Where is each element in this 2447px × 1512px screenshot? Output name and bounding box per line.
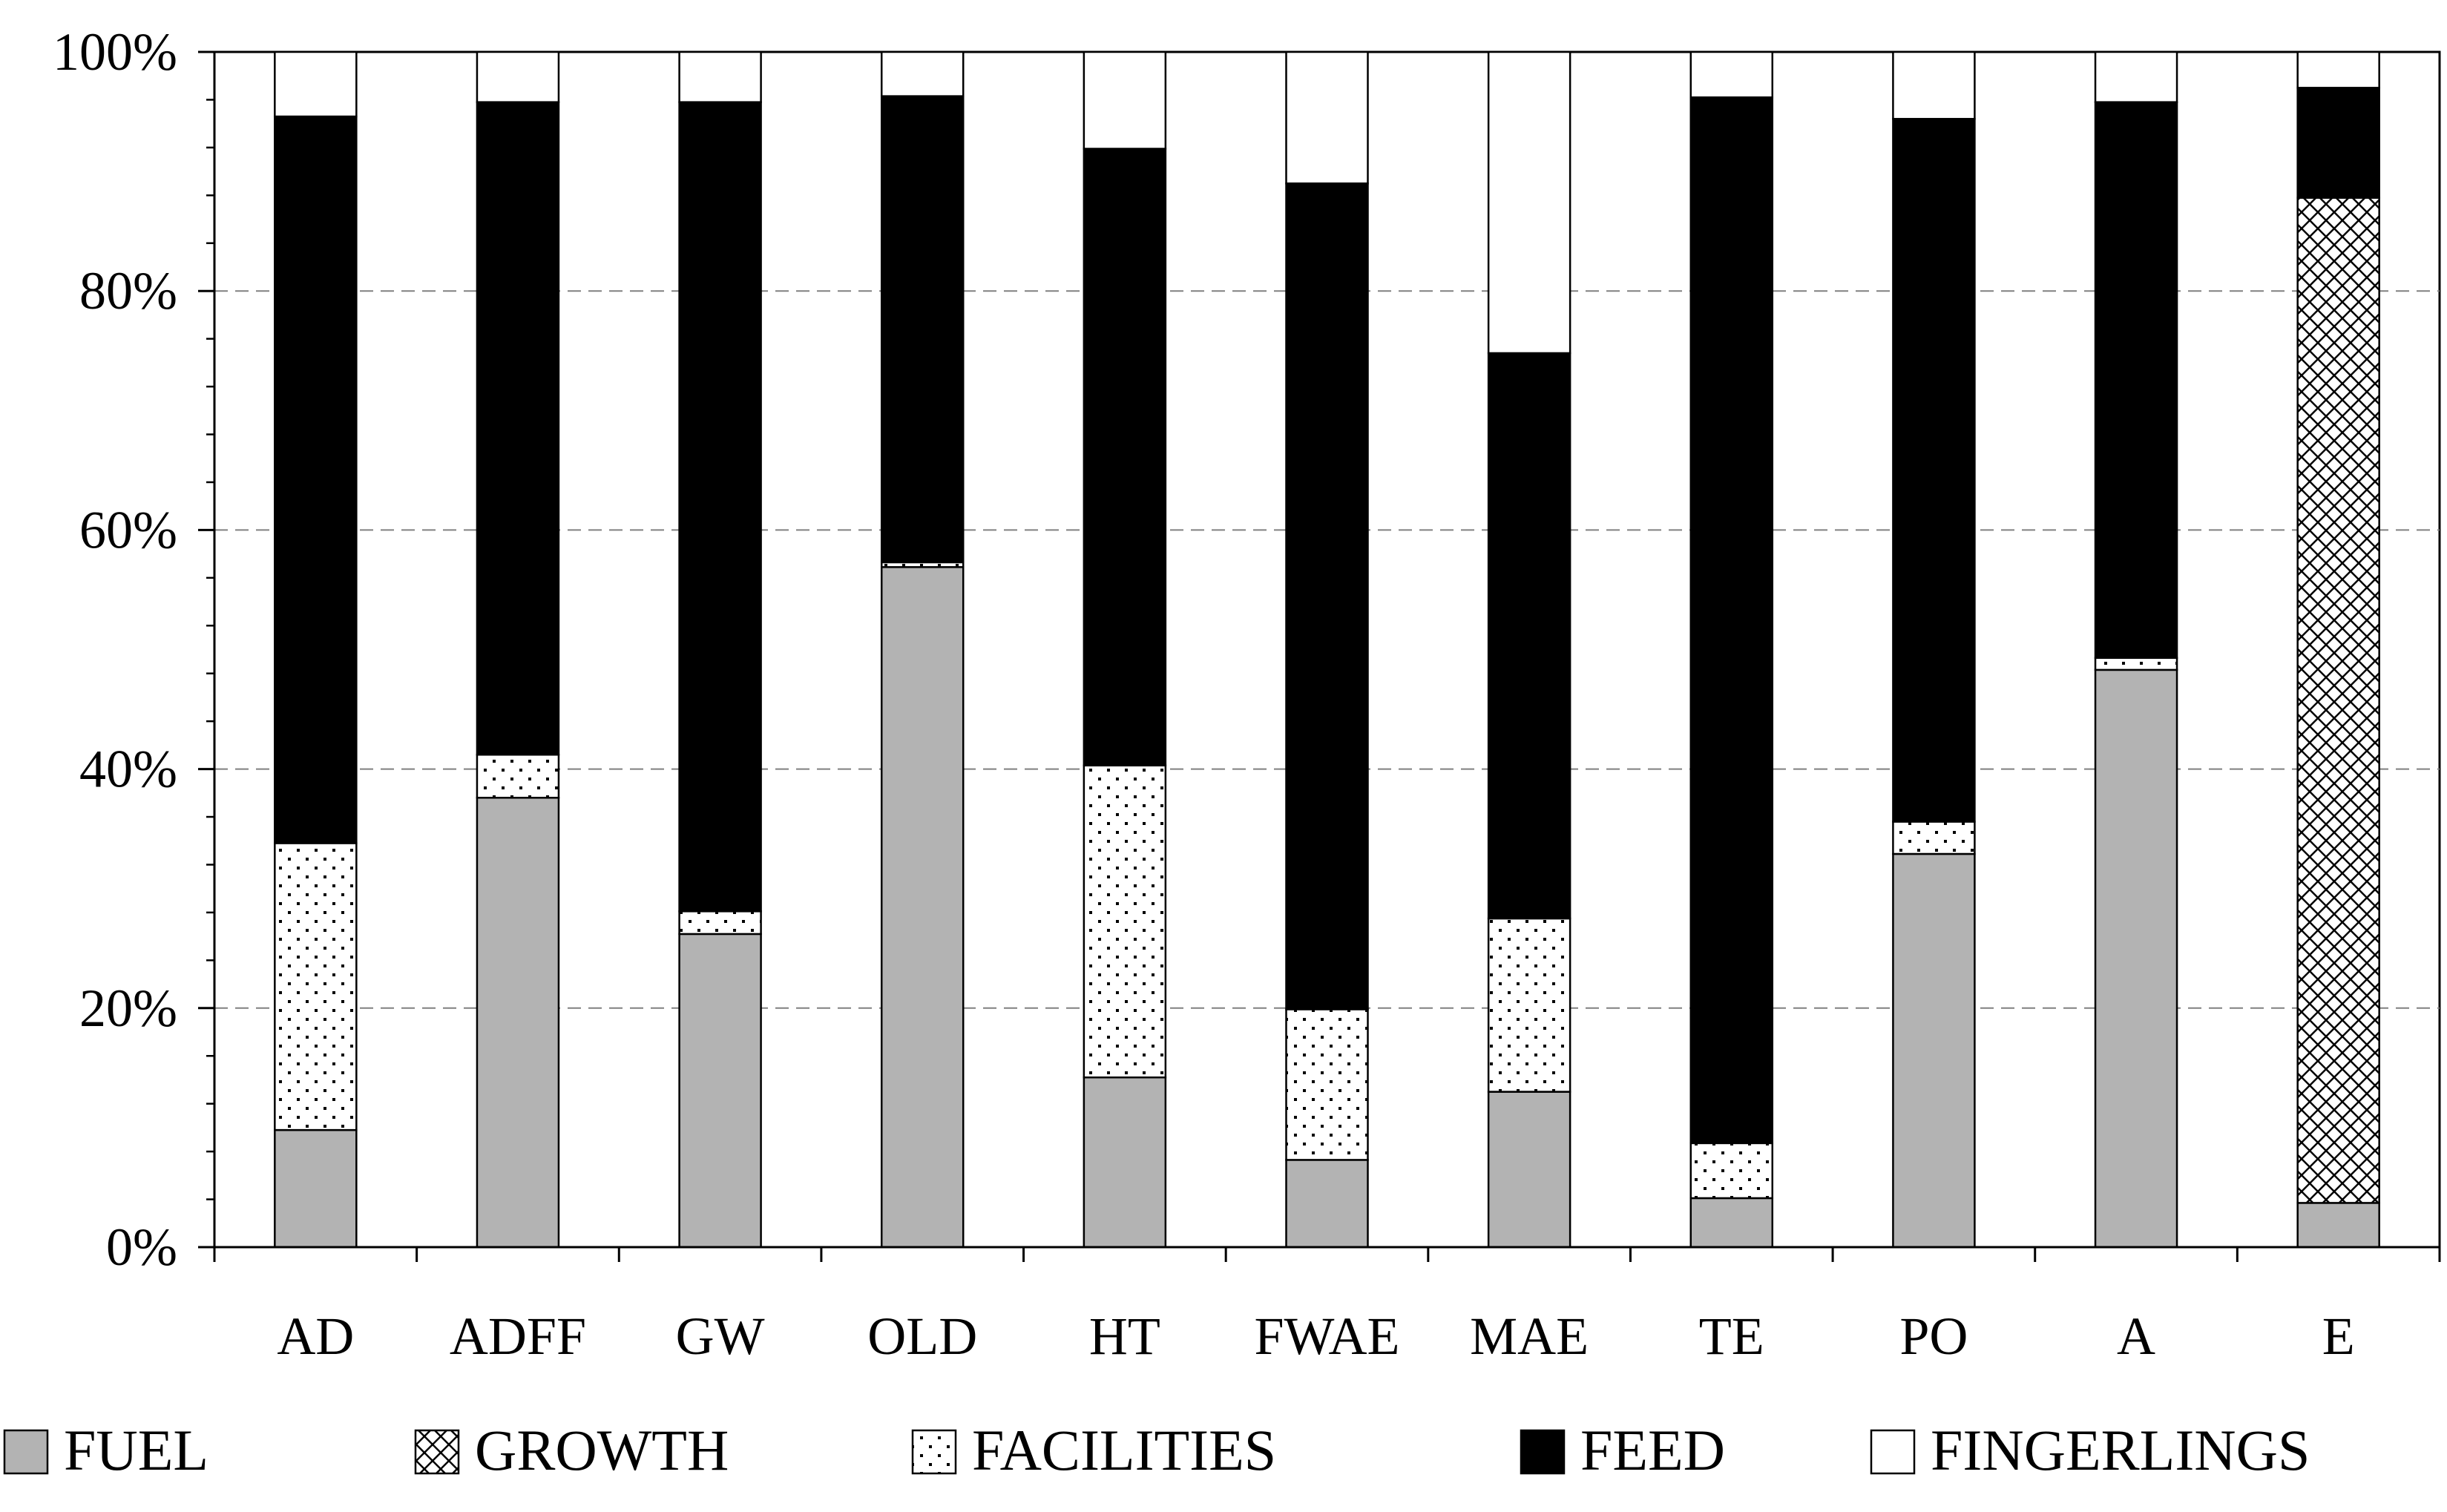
bar-segment-feed: [274, 115, 358, 844]
legend-label: FINGERLINGS: [1931, 1418, 2310, 1482]
bar-stack-adff: [476, 50, 560, 1249]
bar-stack-po: [1892, 50, 1976, 1249]
bar-segment-fuel: [2094, 668, 2178, 1249]
axis-labels: 0% 20% 40% 60% 80% 100% AD ADFF GW OLD HT FWAE MAE TE…: [53, 22, 2355, 1366]
bar-segment-fingerlings: [274, 50, 358, 118]
bar-segment-facilities: [1083, 764, 1167, 1079]
bar-stack-te: [1689, 50, 1774, 1249]
bars: [274, 50, 2380, 1249]
bar-stack-fwae: [1285, 50, 1369, 1249]
bar-segment-fuel: [1285, 1159, 1369, 1249]
bar-segment-feed: [1487, 352, 1571, 920]
bar-stack-a: [2094, 50, 2178, 1249]
bar-segment-fingerlings: [880, 50, 965, 97]
x-tick-label: MAE: [1470, 1306, 1589, 1366]
bar-segment-fuel: [1892, 852, 1976, 1249]
legend-item-fingerlings: FINGERLINGS: [1870, 1418, 2310, 1482]
bar-stack-gw: [678, 50, 762, 1249]
x-tick-label: ADFF: [450, 1306, 586, 1366]
bar-segment-fingerlings: [1487, 50, 1571, 355]
legend-label: FACILITIES: [972, 1418, 1276, 1482]
bar-stack-mae: [1487, 50, 1571, 1249]
legend-label: FUEL: [64, 1418, 208, 1482]
bar-segment-growth: [2296, 197, 2380, 1204]
bar-segment-fuel: [1083, 1076, 1167, 1249]
bar-segment-fingerlings: [1892, 50, 1976, 120]
x-tick-label: AD: [277, 1306, 354, 1366]
x-tick-label: TE: [1699, 1306, 1764, 1366]
bar-segment-facilities: [678, 910, 762, 936]
bar-segment-fingerlings: [2094, 50, 2178, 103]
legend-swatch: [911, 1429, 957, 1475]
bar-segment-feed: [1285, 182, 1369, 1010]
bar-segment-fingerlings: [1689, 50, 1774, 99]
bar-segment-fingerlings: [1083, 50, 1167, 150]
bar-stack-ht: [1083, 50, 1167, 1249]
legend: FUEL GROWTH FACILITIES FEED FINGERLINGS: [3, 1418, 2310, 1482]
bar-segment-fuel: [880, 566, 965, 1249]
bar-segment-fuel: [274, 1128, 358, 1249]
bar-stack-e: [2296, 50, 2380, 1249]
bar-stack-old: [880, 50, 965, 1249]
legend-label: GROWTH: [475, 1418, 729, 1482]
bar-segment-fingerlings: [1285, 50, 1369, 185]
bar-segment-fuel: [1689, 1197, 1774, 1249]
bar-segment-feed: [1892, 117, 1976, 823]
y-tick-label: 0%: [106, 1217, 177, 1277]
bar-segment-facilities: [2094, 657, 2178, 671]
bar-segment-fuel: [476, 797, 560, 1249]
legend-swatch: [414, 1429, 460, 1475]
y-tick-label: 20%: [79, 979, 177, 1038]
bar-segment-fuel: [1487, 1091, 1571, 1249]
bar-segment-facilities: [1487, 917, 1571, 1093]
legend-swatch: [1520, 1429, 1566, 1475]
bar-segment-fuel: [678, 933, 762, 1249]
bar-segment-fingerlings: [476, 50, 560, 103]
legend-item-feed: FEED: [1520, 1418, 1725, 1482]
y-tick-label: 100%: [53, 22, 177, 82]
y-tick-label: 80%: [79, 261, 177, 321]
bar-segment-fingerlings: [2296, 50, 2380, 89]
bar-segment-facilities: [476, 754, 560, 799]
bar-segment-feed: [1689, 96, 1774, 1145]
bar-segment-fingerlings: [678, 50, 762, 103]
legend-item-growth: GROWTH: [414, 1418, 729, 1482]
legend-label: FEED: [1580, 1418, 1725, 1482]
legend-swatch: [1870, 1429, 1916, 1475]
bar-segment-fuel: [2296, 1202, 2380, 1249]
bar-segment-feed: [2094, 101, 2178, 660]
bar-segment-facilities: [1285, 1008, 1369, 1161]
bar-segment-facilities: [1892, 821, 1976, 855]
legend-swatch: [3, 1429, 49, 1475]
bar-segment-feed: [880, 95, 965, 564]
bar-segment-facilities: [274, 842, 358, 1131]
y-tick-label: 60%: [79, 500, 177, 559]
x-tick-label: HT: [1089, 1306, 1160, 1366]
axes: [198, 50, 2441, 1262]
x-tick-label: OLD: [867, 1306, 977, 1366]
bar-stack-ad: [274, 50, 358, 1249]
x-tick-label: E: [2322, 1306, 2355, 1366]
legend-item-facilities: FACILITIES: [911, 1418, 1276, 1482]
x-tick-label: PO: [1899, 1306, 1968, 1366]
bar-segment-facilities: [1689, 1142, 1774, 1200]
bar-segment-feed: [678, 101, 762, 913]
y-tick-label: 40%: [79, 740, 177, 799]
bar-segment-feed: [476, 101, 560, 756]
x-tick-label: A: [2117, 1306, 2155, 1366]
legend-item-fuel: FUEL: [3, 1418, 208, 1482]
x-tick-label: GW: [676, 1306, 765, 1366]
bar-segment-feed: [1083, 148, 1167, 767]
bar-segment-feed: [2296, 87, 2380, 199]
x-tick-label: FWAE: [1255, 1306, 1400, 1366]
